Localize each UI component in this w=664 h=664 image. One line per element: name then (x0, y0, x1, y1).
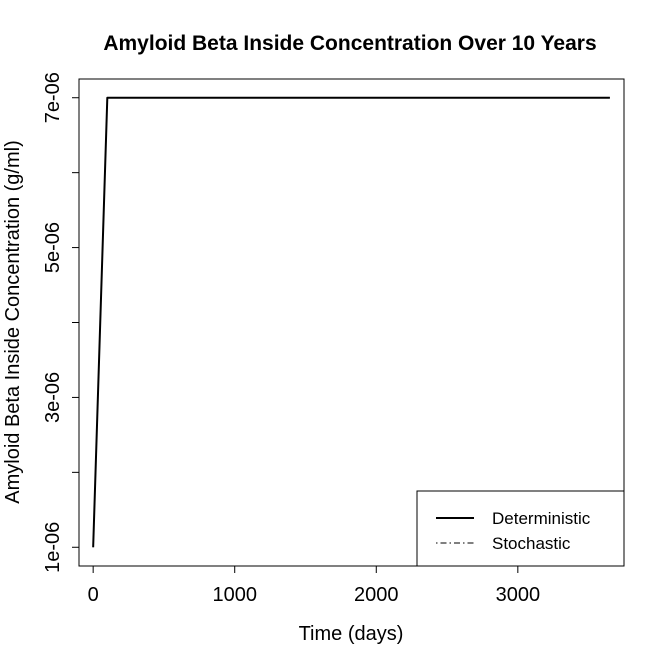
x-axis-label: Time (days) (299, 623, 404, 645)
x-tick-label: 0 (88, 584, 99, 606)
series-line-stochastic (92, 97, 610, 548)
y-axis-label: Amyloid Beta Inside Concentration (g/ml) (2, 140, 24, 504)
legend: Deterministic Stochastic (416, 490, 625, 567)
x-tick-label: 2000 (354, 584, 399, 606)
y-tick-label: 5e-06 (42, 222, 64, 273)
x-tick-label: 1000 (212, 584, 257, 606)
y-tick-label: 7e-06 (42, 72, 64, 123)
legend-box (416, 490, 625, 567)
legend-label-deterministic: Deterministic (492, 509, 591, 528)
series-line-deterministic (92, 96, 610, 548)
x-axis: 0 1000 2000 3000 (88, 565, 541, 606)
legend-label-stochastic: Stochastic (492, 534, 571, 553)
series-layer (92, 96, 610, 548)
chart-title: Amyloid Beta Inside Concentration Over 1… (103, 32, 596, 55)
x-tick-label: 3000 (496, 584, 541, 606)
y-tick-label: 3e-06 (42, 372, 64, 423)
y-axis: 1e-06 3e-06 5e-06 7e-06 (42, 72, 80, 573)
y-tick-label: 1e-06 (42, 522, 64, 573)
